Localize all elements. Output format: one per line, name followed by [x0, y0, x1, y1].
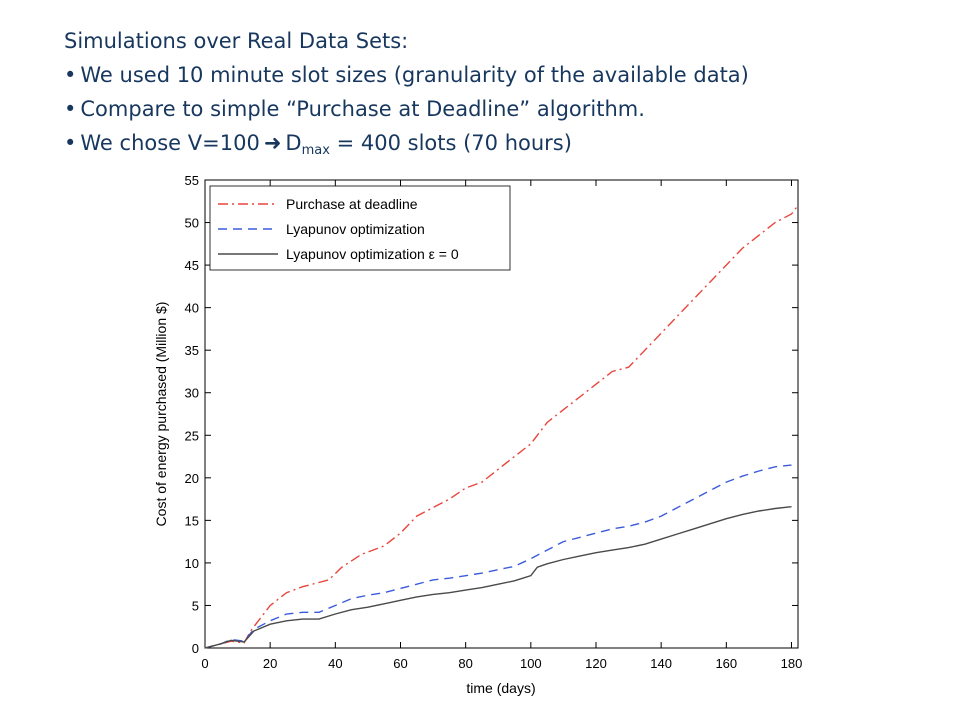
- axis-ticks: 0 20 40 60 80 100 120 140 160 180 0 5 10 15 20 25 30 35 40…: [185, 173, 803, 671]
- legend-label-lyapunov-optimization: Lyapunov optimization: [286, 221, 425, 237]
- x-tick-label: 20: [263, 656, 277, 671]
- dmax-subscript: max: [301, 143, 330, 158]
- y-tick-label: 5: [192, 598, 199, 613]
- x-tick-label: 140: [650, 656, 672, 671]
- bullet-slot-size: We used 10 minute slot sizes (granularit…: [64, 58, 944, 92]
- x-tick-label: 40: [328, 656, 342, 671]
- series-line-lyapunov-optimization: [204, 464, 792, 649]
- bullet-parameters-v: We chose V=100: [80, 131, 260, 155]
- x-axis-label: time (days): [466, 680, 535, 696]
- y-tick-label: 35: [185, 343, 199, 358]
- series-line-purchase-at-deadline: [204, 205, 799, 649]
- bullet-parameters-value: = 400 slots (70 hours): [329, 131, 572, 155]
- y-axis-label: Cost of energy purchased (Million $): [153, 302, 169, 527]
- legend-label-purchase-at-deadline: Purchase at deadline: [286, 196, 418, 212]
- slide-heading: Simulations over Real Data Sets:: [64, 29, 409, 53]
- y-tick-label: 20: [185, 471, 199, 486]
- legend-box: [209, 185, 511, 271]
- x-tick-label: 60: [393, 656, 407, 671]
- y-tick-label: 40: [185, 301, 199, 316]
- y-tick-label: 55: [185, 173, 199, 188]
- series-line-lyapunov-optimization-0: [204, 506, 792, 649]
- x-tick-label: 180: [781, 656, 803, 671]
- y-tick-label: 10: [185, 556, 199, 571]
- x-tick-label: 0: [201, 656, 208, 671]
- y-tick-label: 50: [185, 216, 199, 231]
- dmax-symbol: D: [285, 131, 302, 155]
- arrow-icon: ➜: [263, 131, 282, 155]
- legend: Purchase at deadline Lyapunov optimizatio…: [209, 185, 511, 271]
- x-tick-label: 160: [715, 656, 737, 671]
- series-lines: [204, 205, 799, 649]
- bullet-parameters: We chose V=100➜Dmax = 400 slots (70 hour…: [64, 126, 944, 160]
- x-tick-label: 120: [585, 656, 607, 671]
- legend-label-lyapunov-optimization-0: Lyapunov optimization ε = 0: [286, 246, 459, 262]
- y-tick-label: 25: [185, 428, 199, 443]
- x-tick-label: 100: [520, 656, 542, 671]
- y-tick-label: 0: [192, 641, 199, 656]
- y-tick-label: 45: [185, 258, 199, 273]
- cost-chart: 0 20 40 60 80 100 120 140 160 180 0 5 10 15 20 25 30 35 40…: [153, 173, 803, 696]
- y-tick-label: 30: [185, 386, 199, 401]
- bullet-compare: Compare to simple “Purchase at Deadline”…: [64, 92, 944, 126]
- x-tick-label: 80: [458, 656, 472, 671]
- slide-text: Simulations over Real Data Sets: We used…: [64, 24, 944, 160]
- y-tick-label: 15: [185, 513, 199, 528]
